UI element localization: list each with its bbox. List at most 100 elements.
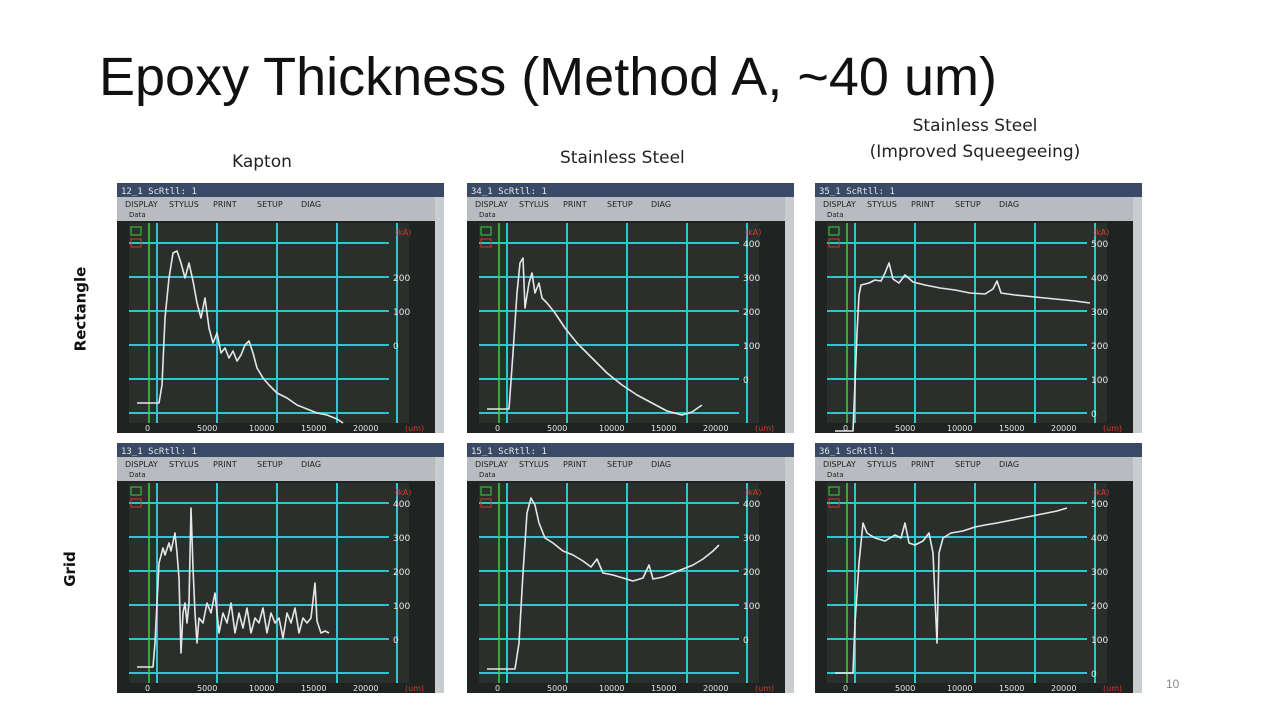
menu-sub-data: Data <box>479 211 496 219</box>
profile-scan-screen: 35_1 ScRtll: 1 DISPLAY STYLUS PRINT SETUP DIA… <box>815 183 1142 433</box>
x-tick-label: 20000 <box>1051 684 1076 693</box>
x-tick-label: (um) <box>755 424 774 433</box>
x-tick-label: 20000 <box>353 424 378 433</box>
x-tick-label: 10000 <box>599 424 624 433</box>
menu-item-setup: SETUP <box>955 460 981 469</box>
column-label-stainless-steel: Stainless Steel <box>560 148 685 168</box>
profile-scan-photo: 15_1 ScRtll: 1 DISPLAY STYLUS PRINT SETUP DIA… <box>467 443 794 693</box>
x-tick-label: 5000 <box>895 424 915 433</box>
x-tick-label: 15000 <box>651 684 676 693</box>
menu-sub-data: Data <box>129 471 146 479</box>
menu-item-display: DISPLAY <box>475 200 508 209</box>
profile-scan-screen: 15_1 ScRtll: 1 DISPLAY STYLUS PRINT SETUP DIA… <box>467 443 794 693</box>
x-tick-label: 5000 <box>197 424 217 433</box>
x-tick-label: (um) <box>405 684 424 693</box>
scan-id-label: 13_1 ScRtll: 1 <box>121 447 197 457</box>
menu-item-diag: DIAG <box>301 200 321 209</box>
menu-item-display: DISPLAY <box>475 460 508 469</box>
y-tick-label: 200 <box>393 568 410 578</box>
x-tick-label: 0 <box>843 424 848 433</box>
y-tick-label: 100 <box>743 602 760 612</box>
menu-item-setup: SETUP <box>607 200 633 209</box>
y-tick-label: 300 <box>743 534 760 544</box>
y-tick-label: 500 <box>1091 500 1108 510</box>
x-tick-label: 5000 <box>547 684 567 693</box>
column-label-kapton: Kapton <box>232 152 292 172</box>
y-tick-label: 100 <box>393 602 410 612</box>
menu-sub-data: Data <box>479 471 496 479</box>
x-tick-label: (um) <box>405 424 424 433</box>
x-tick-label: 20000 <box>353 684 378 693</box>
y-tick-label: 200 <box>393 274 410 284</box>
y-tick-label: 400 <box>1091 534 1108 544</box>
profile-trace <box>835 262 1091 432</box>
menu-item-setup: SETUP <box>955 200 981 209</box>
column-label-line1: Stainless Steel <box>912 116 1038 136</box>
y-tick-label: 200 <box>1091 342 1108 352</box>
menu-sub-data: Data <box>827 471 844 479</box>
scan-id-label: 35_1 ScRtll: 1 <box>819 187 895 197</box>
menu-item-setup: SETUP <box>607 460 633 469</box>
menu-item-stylus: STYLUS <box>867 460 897 469</box>
menu-item-setup: SETUP <box>257 460 283 469</box>
y-tick-label: 0 <box>393 342 399 352</box>
x-tick-label: 15000 <box>999 424 1024 433</box>
unit-label: (kA) <box>395 228 411 237</box>
slide-number: 10 <box>1166 677 1180 691</box>
menu-item-display: DISPLAY <box>823 200 856 209</box>
profile-trace <box>487 257 703 416</box>
menu-item-display: DISPLAY <box>125 460 158 469</box>
scan-id-label: 12_1 ScRtll: 1 <box>121 187 197 197</box>
menu-item-diag: DIAG <box>999 200 1019 209</box>
menu-item-print: PRINT <box>213 200 237 209</box>
profile-scan-photo: 13_1 ScRtll: 1 DISPLAY STYLUS PRINT SETUP DIA… <box>117 443 444 693</box>
profile-scan-screen: 34_1 ScRtll: 1 DISPLAY STYLUS PRINT SETUP DIA… <box>467 183 794 433</box>
profile-scan-screen: 36_1 ScRtll: 1 DISPLAY STYLUS PRINT SETUP DIA… <box>815 443 1142 693</box>
y-tick-label: 400 <box>1091 274 1108 284</box>
menu-item-stylus: STYLUS <box>169 460 199 469</box>
x-tick-label: 15000 <box>999 684 1024 693</box>
unit-label: (kA) <box>1093 228 1109 237</box>
x-tick-label: (um) <box>1103 684 1122 693</box>
profile-scan-screen: 13_1 ScRtll: 1 DISPLAY STYLUS PRINT SETUP DIA… <box>117 443 444 693</box>
menu-item-stylus: STYLUS <box>169 200 199 209</box>
x-tick-label: 10000 <box>599 684 624 693</box>
x-tick-label: 0 <box>495 684 500 693</box>
menu-item-stylus: STYLUS <box>519 460 549 469</box>
x-tick-label: 20000 <box>703 424 728 433</box>
x-tick-label: 15000 <box>301 424 326 433</box>
x-tick-label: 5000 <box>547 424 567 433</box>
unit-label: (kA) <box>395 488 411 497</box>
y-tick-label: 0 <box>1091 410 1097 420</box>
menu-item-stylus: STYLUS <box>867 200 897 209</box>
menu-item-display: DISPLAY <box>125 200 158 209</box>
menu-sub-data: Data <box>129 211 146 219</box>
x-tick-label: 15000 <box>651 424 676 433</box>
y-tick-label: 200 <box>743 568 760 578</box>
x-tick-label: 0 <box>495 424 500 433</box>
menu-item-diag: DIAG <box>999 460 1019 469</box>
unit-label: (kA) <box>745 228 761 237</box>
profile-trace <box>137 507 330 668</box>
y-tick-label: 300 <box>1091 568 1108 578</box>
menu-item-diag: DIAG <box>301 460 321 469</box>
menu-item-diag: DIAG <box>651 200 671 209</box>
row-label-grid: Grid <box>60 551 79 587</box>
menu-item-print: PRINT <box>563 460 587 469</box>
unit-label: (kA) <box>1093 488 1109 497</box>
menu-item-print: PRINT <box>563 200 587 209</box>
x-tick-label: 0 <box>145 684 150 693</box>
x-tick-label: (um) <box>755 684 774 693</box>
row-label-rectangle: Rectangle <box>71 266 90 352</box>
x-tick-label: 20000 <box>1051 424 1076 433</box>
y-tick-label: 0 <box>743 376 749 386</box>
x-tick-label: 10000 <box>249 684 274 693</box>
profile-scan-screen: 12_1 ScRtll: 1 DISPLAY STYLUS PRINT SETUP DIA… <box>117 183 444 433</box>
menu-item-diag: DIAG <box>651 460 671 469</box>
scan-id-label: 34_1 ScRtll: 1 <box>471 187 547 197</box>
menu-item-print: PRINT <box>911 200 935 209</box>
menu-item-print: PRINT <box>213 460 237 469</box>
x-tick-label: 0 <box>145 424 150 433</box>
profile-scan-photo: 34_1 ScRtll: 1 DISPLAY STYLUS PRINT SETUP DIA… <box>467 183 794 433</box>
x-tick-label: 5000 <box>197 684 217 693</box>
